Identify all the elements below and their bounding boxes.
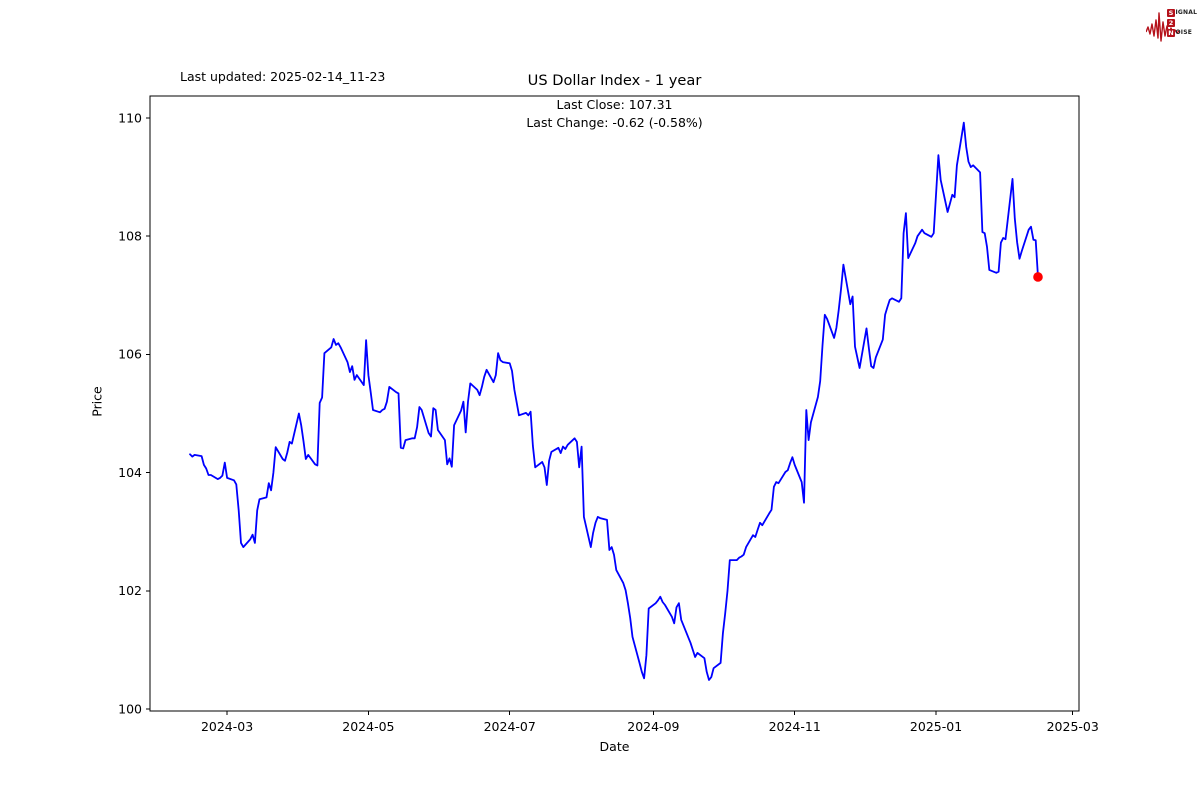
last-change-annotation: Last Change: -0.62 (-0.58%) — [526, 115, 703, 130]
signal2noise-logo: S IGNAL 2 N OISE — [1146, 2, 1200, 48]
logo-letter-2: 2 — [1167, 18, 1175, 27]
last-updated-text: Last updated: 2025-02-14_11-23 — [180, 69, 386, 84]
x-tick-label: 2024-03 — [201, 719, 253, 734]
y-tick-label: 104 — [118, 465, 142, 480]
x-tick-label: 2025-03 — [1047, 719, 1099, 734]
y-tick-label: 100 — [118, 701, 142, 716]
y-tick-label: 110 — [118, 110, 142, 125]
logo-letter-n: N — [1167, 28, 1175, 37]
logo-text: S IGNAL 2 N OISE — [1167, 7, 1197, 37]
logo-row-signal: S IGNAL — [1167, 8, 1198, 17]
y-tick-label: 106 — [118, 347, 142, 362]
x-axis-label: Date — [599, 739, 630, 754]
price-line — [189, 121, 1039, 681]
y-axis-label: Price — [89, 386, 105, 417]
logo-row-noise: N OISE — [1167, 28, 1193, 37]
x-tick-label: 2024-09 — [627, 719, 679, 734]
x-tick-label: 2024-11 — [769, 719, 821, 734]
x-tick-label: 2024-07 — [484, 719, 536, 734]
last-close-marker — [1033, 272, 1043, 282]
y-tick-label: 102 — [118, 583, 142, 598]
chart-title: US Dollar Index - 1 year — [527, 72, 702, 89]
y-tick-label: 108 — [118, 229, 142, 244]
axes-box — [149, 95, 1080, 712]
logo-letter-s: S — [1167, 8, 1175, 17]
logo-row-2: 2 — [1167, 17, 1197, 27]
last-close-annotation: Last Close: 107.31 — [556, 97, 673, 112]
x-tick-label: 2025-01 — [910, 719, 962, 734]
x-tick-label: 2024-05 — [342, 719, 394, 734]
